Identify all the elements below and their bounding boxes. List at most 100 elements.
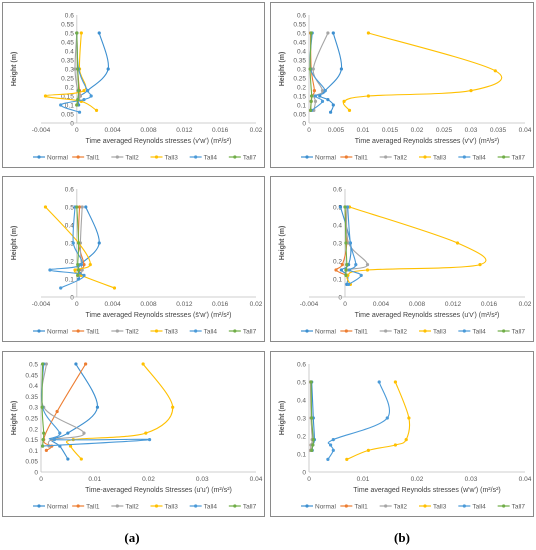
data-point-tall7 bbox=[310, 448, 314, 452]
data-point-tall3 bbox=[94, 108, 99, 112]
legend-marker bbox=[154, 504, 159, 508]
data-point-tall7 bbox=[42, 431, 46, 435]
y-tick-label: 0.4 bbox=[29, 383, 38, 390]
plot-area bbox=[43, 31, 110, 114]
data-point-normal bbox=[331, 31, 335, 35]
data-point-tall1 bbox=[44, 448, 48, 452]
data-point-normal bbox=[95, 405, 100, 409]
data-point-normal bbox=[339, 268, 343, 272]
y-tick-label: 0 bbox=[70, 121, 74, 128]
y-tick-label: 0.1 bbox=[65, 277, 74, 284]
legend-label: Normal bbox=[315, 329, 337, 336]
x-axis-title: Time averaged Reynolds stresses (s̄'w') … bbox=[86, 312, 232, 319]
legend-marker bbox=[194, 155, 198, 159]
legend-marker bbox=[37, 329, 41, 333]
data-point-tall3 bbox=[345, 457, 349, 461]
legend-label: Tall3 bbox=[165, 155, 179, 162]
data-point-tall3 bbox=[347, 108, 352, 112]
x-tick-label: 0.02 bbox=[411, 127, 424, 134]
data-point-tall2 bbox=[365, 263, 370, 267]
data-point-tall7 bbox=[76, 263, 80, 267]
data-point-tall3 bbox=[393, 443, 397, 447]
data-point-tall2 bbox=[78, 94, 83, 98]
data-point-normal bbox=[84, 205, 88, 209]
data-point-tall7 bbox=[76, 67, 80, 71]
data-point-normal bbox=[331, 103, 335, 107]
data-point-tall2 bbox=[80, 268, 84, 272]
data-point-tall4 bbox=[354, 263, 358, 267]
y-tick-label: 0.1 bbox=[297, 452, 306, 459]
legend-label: Tall4 bbox=[204, 329, 218, 336]
legend-marker bbox=[233, 155, 237, 159]
data-point-tall7 bbox=[343, 205, 347, 209]
y-tick-label: 0.35 bbox=[293, 58, 306, 65]
data-point-tall7 bbox=[309, 31, 313, 35]
series-line-tall3 bbox=[65, 363, 174, 460]
y-tick-label: 0 bbox=[338, 295, 342, 302]
series-line-tall3 bbox=[346, 381, 411, 460]
data-point-tall3 bbox=[493, 69, 497, 73]
data-point-normal bbox=[326, 98, 330, 102]
data-point-tall1 bbox=[82, 263, 86, 267]
data-point-tall4 bbox=[326, 457, 330, 461]
legend-label: Tall1 bbox=[86, 329, 100, 336]
data-point-tall3 bbox=[407, 416, 411, 420]
data-point-tall3 bbox=[342, 99, 346, 103]
legend-marker bbox=[462, 155, 466, 159]
legend-label: Tall2 bbox=[394, 329, 408, 336]
legend-label: Tall3 bbox=[165, 329, 179, 336]
legend-label: Tall2 bbox=[125, 329, 139, 336]
y-tick-label: 0.1 bbox=[333, 277, 342, 284]
data-point-tall4 bbox=[48, 268, 52, 272]
x-tick-label: 0.04 bbox=[519, 476, 532, 483]
x-tick-label: 0.008 bbox=[140, 127, 157, 134]
plot-area bbox=[308, 31, 503, 114]
data-point-tall7 bbox=[310, 416, 314, 420]
y-tick-label: 0.6 bbox=[65, 187, 74, 194]
x-tick-label: 0 bbox=[75, 127, 79, 134]
data-point-tall3 bbox=[82, 89, 86, 93]
y-axis-title: Height (m) bbox=[279, 52, 286, 87]
data-point-tall3 bbox=[469, 89, 473, 93]
data-point-tall1 bbox=[334, 268, 338, 272]
plot-area bbox=[334, 205, 487, 286]
legend-label: Tall7 bbox=[243, 155, 257, 162]
panel-b-bottom: 0 0.1 0.2 0.3 0.4 0.5 0.6 0 0.01 0.02 0.03 0.04 Heig… bbox=[270, 351, 534, 517]
data-point-tall7 bbox=[344, 241, 348, 245]
y-tick-label: 0.25 bbox=[61, 76, 74, 83]
y-axis-title: Height (m) bbox=[11, 52, 18, 87]
y-tick-label: 0.25 bbox=[293, 76, 306, 83]
legend-marker bbox=[76, 504, 80, 508]
legend-label: Tall7 bbox=[243, 504, 257, 511]
panel-a-bottom: 0 0.05 0.1 0.15 0.2 0.25 0.3 0.35 0.4 0.45 0.5 0 0.0… bbox=[2, 351, 265, 517]
y-tick-label: 0.45 bbox=[61, 40, 74, 47]
y-tick-label: 0.2 bbox=[29, 426, 38, 433]
legend-marker bbox=[502, 155, 506, 159]
x-tick-label: 0.035 bbox=[490, 127, 507, 134]
legend-label: Normal bbox=[47, 155, 69, 162]
data-point-tall4 bbox=[58, 431, 62, 435]
x-tick-label: 0.01 bbox=[88, 476, 101, 483]
legend-marker bbox=[233, 329, 237, 333]
y-tick-label: 0.2 bbox=[297, 85, 306, 92]
legend-label: Normal bbox=[47, 329, 69, 336]
legend-marker bbox=[384, 329, 388, 333]
y-tick-label: 0.15 bbox=[293, 94, 306, 101]
data-point-tall7 bbox=[309, 380, 313, 384]
data-point-tall4 bbox=[331, 448, 335, 452]
data-point-tall4 bbox=[82, 273, 86, 277]
legend-marker bbox=[344, 155, 348, 159]
data-point-tall7 bbox=[41, 362, 45, 366]
data-point-tall1 bbox=[55, 409, 59, 414]
data-point-normal bbox=[106, 67, 110, 71]
legend-marker bbox=[502, 329, 506, 333]
legend-label: Tall3 bbox=[433, 504, 447, 511]
legend-marker bbox=[423, 155, 427, 159]
x-tick-label: 0.005 bbox=[328, 127, 345, 134]
data-point-tall4 bbox=[85, 89, 90, 93]
x-tick-label: 0.016 bbox=[212, 127, 229, 134]
legend-marker bbox=[384, 504, 388, 508]
legend-marker bbox=[423, 329, 427, 333]
chart-uv: 0 0.1 0.2 0.3 0.4 0.5 0.6 -0.004 0 0.004 0.008 0.01… bbox=[279, 187, 532, 336]
y-tick-label: 0.4 bbox=[65, 223, 74, 230]
